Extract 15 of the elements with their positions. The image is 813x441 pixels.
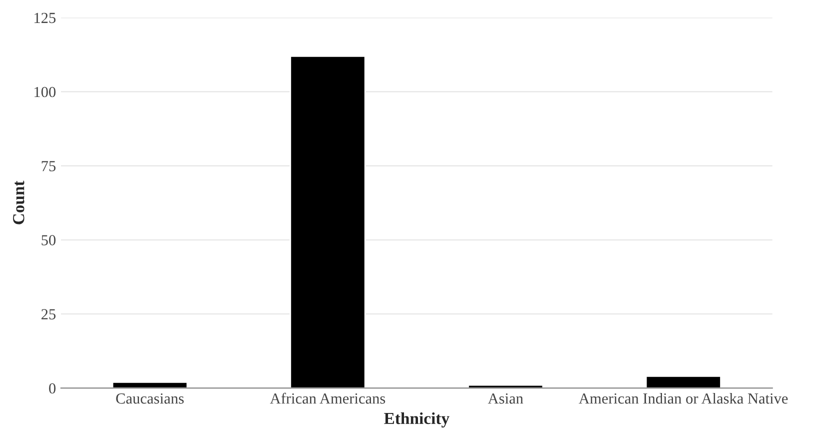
y-tick-label: 125 bbox=[34, 12, 56, 24]
bar bbox=[112, 381, 188, 388]
y-tick-label: 25 bbox=[42, 309, 56, 320]
y-tick-label: 100 bbox=[34, 86, 56, 98]
y-tick-label: 50 bbox=[42, 235, 56, 246]
bar bbox=[645, 376, 722, 388]
x-tick-label: Caucasians bbox=[116, 393, 184, 404]
y-tick-label: 0 bbox=[49, 383, 56, 394]
x-tick-label: Asian bbox=[488, 393, 524, 404]
x-tick-label: African Americans bbox=[270, 392, 386, 404]
bar bbox=[290, 55, 366, 388]
y-axis-title: Count bbox=[13, 180, 24, 224]
y-tick-label: 75 bbox=[42, 161, 56, 172]
x-axis-title: Ethnicity bbox=[384, 412, 450, 428]
x-tick-label: American Indian or Alaska Native bbox=[578, 392, 788, 404]
